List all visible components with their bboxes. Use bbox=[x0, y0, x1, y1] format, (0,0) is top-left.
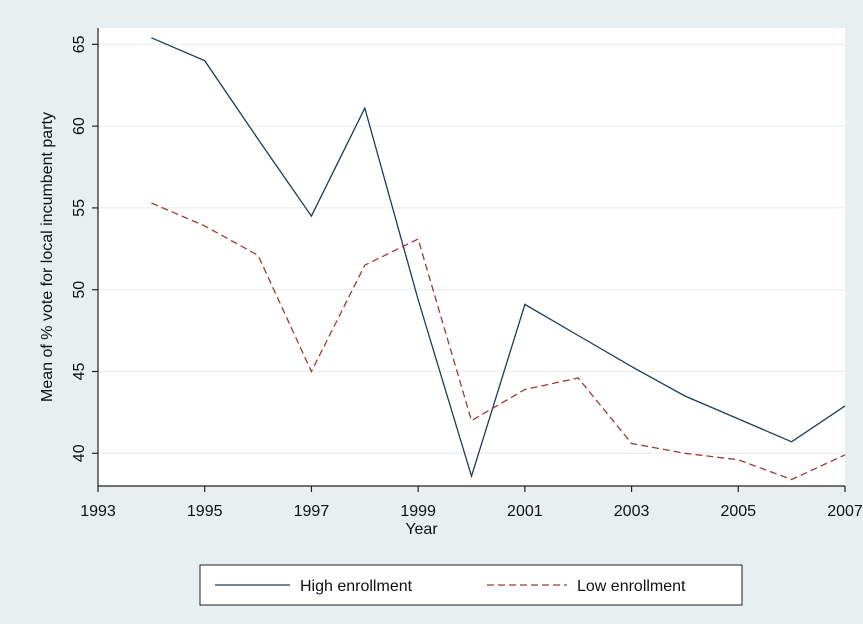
axes: 40 45 50 55 60 65 1993 1995 1997 1999 2001 2003 2005… bbox=[71, 28, 863, 520]
x-tick-label: 1993 bbox=[80, 503, 116, 520]
legend: High enrollment Low enrollment bbox=[199, 564, 743, 606]
x-tick-label: 1999 bbox=[400, 503, 436, 520]
series-line-low-enrollment bbox=[151, 202, 846, 481]
x-tick-label: 2003 bbox=[614, 503, 650, 520]
x-tick-label: 1997 bbox=[294, 503, 330, 520]
y-tick-label: 45 bbox=[71, 363, 88, 381]
x-axis-title: Year bbox=[405, 521, 438, 538]
legend-label-low-enrollment: Low enrollment bbox=[577, 578, 686, 595]
y-tick-label: 50 bbox=[71, 281, 88, 299]
series-layer bbox=[151, 37, 846, 481]
y-tick-label: 40 bbox=[71, 444, 88, 462]
plot-background bbox=[98, 28, 845, 486]
x-tick-label: 2007 bbox=[827, 503, 863, 520]
x-tick-label: 2005 bbox=[720, 503, 756, 520]
gridlines bbox=[98, 43, 845, 454]
legend-box bbox=[199, 564, 743, 606]
x-tick-label: 1995 bbox=[187, 503, 223, 520]
y-axis-title: Mean of % vote for local incumbent party bbox=[39, 112, 56, 402]
y-tick-label: 65 bbox=[71, 35, 88, 53]
y-tick-label: 60 bbox=[71, 117, 88, 135]
series-line-high-enrollment bbox=[151, 37, 846, 479]
legend-label-high-enrollment: High enrollment bbox=[300, 578, 413, 595]
x-tick-label: 2001 bbox=[507, 503, 543, 520]
y-tick-label: 55 bbox=[71, 199, 88, 217]
